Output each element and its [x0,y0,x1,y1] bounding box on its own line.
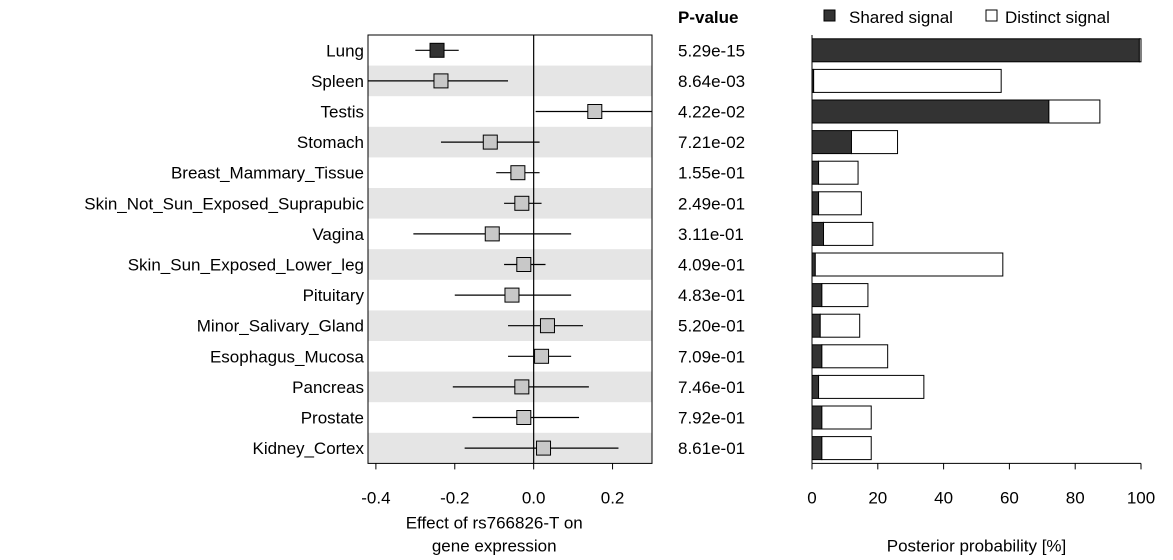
tissue-label: Vagina [312,225,364,244]
effect-point [514,379,530,395]
tissue-label: Skin_Not_Sun_Exposed_Suprapubic [84,194,364,213]
tissue-label: Pituitary [303,286,365,305]
pvalue-text: 7.09e-01 [678,347,745,366]
bar-tick-label: 0 [807,488,816,507]
forest-tick-label: 0.2 [601,488,625,507]
pvalue-text: 8.61e-01 [678,439,745,458]
posterior-bar-chart: Shared signal Distinct signal 0 20 40 60 80 1… [807,8,1155,555]
pvalue-values: 5.29e-15 8.64e-03 4.22e-02 7.21e-02 1.55e-01… [678,41,745,458]
bar-distinct [1138,38,1142,63]
bar-distinct [850,130,899,155]
effect-point [536,440,552,456]
bar-distinct [818,374,925,399]
tissue-label: Esophagus_Mucosa [210,347,365,366]
pvalue-text: 4.09e-01 [678,256,745,275]
bar-shared [811,283,823,308]
bar-tick-label: 100 [1127,488,1155,507]
effect-point [587,104,603,119]
legend-distinct-swatch [985,9,998,22]
bar-x-axis-label: Posterior probability [%] [887,536,1067,555]
effect-point [482,134,498,150]
effect-point [433,73,449,89]
pvalue-column: P-value 5.29e-15 8.64e-03 4.22e-02 7.21e-02… [678,8,745,458]
forest-tick-label: 0.0 [522,488,546,507]
bar-shared [811,191,820,216]
effect-point [484,226,500,242]
bar-shared [811,313,821,338]
forest-tick-label: -0.4 [361,488,390,507]
pvalue-text: 1.55e-01 [678,164,745,183]
forest-tick-label: -0.2 [440,488,469,507]
bar-shared [811,130,852,155]
tissue-label: Skin_Sun_Exposed_Lower_leg [128,256,364,275]
bar-distinct [814,252,1004,277]
tissue-label: Breast_Mammary_Tissue [171,164,364,183]
bar-distinct [1048,99,1101,124]
effect-point [514,195,530,211]
forest-x-axis-label-line1: Effect of rs766826-T on [406,513,583,532]
effect-point [539,318,555,334]
bar-tick-label: 20 [868,488,887,507]
pvalue-text: 4.22e-02 [678,103,745,122]
bar-shared [811,374,820,399]
pvalue-text: 7.21e-02 [678,133,745,152]
tissue-labels: Lung Spleen Testis Stomach Breast_Mammary_Ti… [84,41,364,458]
pvalue-text: 8.64e-03 [678,72,745,91]
bar-distinct [813,68,1002,93]
bar-distinct [821,405,872,430]
bar-tick-label: 60 [1000,488,1019,507]
tissue-label: Lung [326,41,364,60]
bar-tick-label: 80 [1066,488,1085,507]
tissue-label: Stomach [297,133,364,152]
bar-shared [811,221,825,246]
bar-shared [811,99,1050,124]
effect-point [504,287,520,303]
effect-point [516,257,532,272]
bar-shared [811,38,1140,63]
tissue-label: Spleen [311,72,364,91]
bar-x-axis: 0 20 40 60 80 100 [807,462,1155,507]
bar-shared [811,160,820,185]
tissue-label: Kidney_Cortex [252,439,364,458]
bar-distinct [821,344,889,369]
tissue-label: Prostate [301,409,364,428]
pvalue-text: 5.20e-01 [678,317,745,336]
forest-plot: Lung Spleen Testis Stomach Breast_Mammary_Ti… [84,34,653,555]
legend-shared-swatch [823,9,836,22]
bar-marks [811,38,1142,461]
bar-distinct [823,221,874,246]
forest-x-axis: -0.4 -0.2 0.0 0.2 [361,463,624,507]
pvalue-header: P-value [678,8,738,27]
bar-distinct [818,191,862,216]
tissue-label: Pancreas [292,378,364,397]
forest-x-axis-label-line2: gene expression [432,536,557,555]
bar-distinct [818,160,859,185]
legend-distinct-label: Distinct signal [1005,8,1110,27]
pvalue-text: 3.11e-01 [678,225,744,244]
legend: Shared signal Distinct signal [823,8,1110,27]
bar-tick-label: 40 [934,488,953,507]
bar-shared [811,436,823,461]
bar-distinct [819,313,861,338]
effect-point [510,165,526,181]
pvalue-text: 5.29e-15 [678,41,745,60]
tissue-label: Testis [321,103,364,122]
bar-distinct [821,283,869,308]
bar-shared [811,405,823,430]
bar-distinct [821,436,872,461]
pvalue-text: 7.46e-01 [678,378,745,397]
effect-point [429,42,445,58]
effect-point [516,410,532,425]
forest-plot-frame [367,34,653,464]
effect-point [534,348,550,364]
forest-marks [368,35,652,464]
tissue-label: Minor_Salivary_Gland [197,317,364,336]
pvalue-text: 7.92e-01 [678,409,745,428]
bar-shared [811,344,823,369]
pvalue-text: 4.83e-01 [678,286,745,305]
legend-shared-label: Shared signal [849,8,953,27]
pvalue-text: 2.49e-01 [678,194,745,213]
